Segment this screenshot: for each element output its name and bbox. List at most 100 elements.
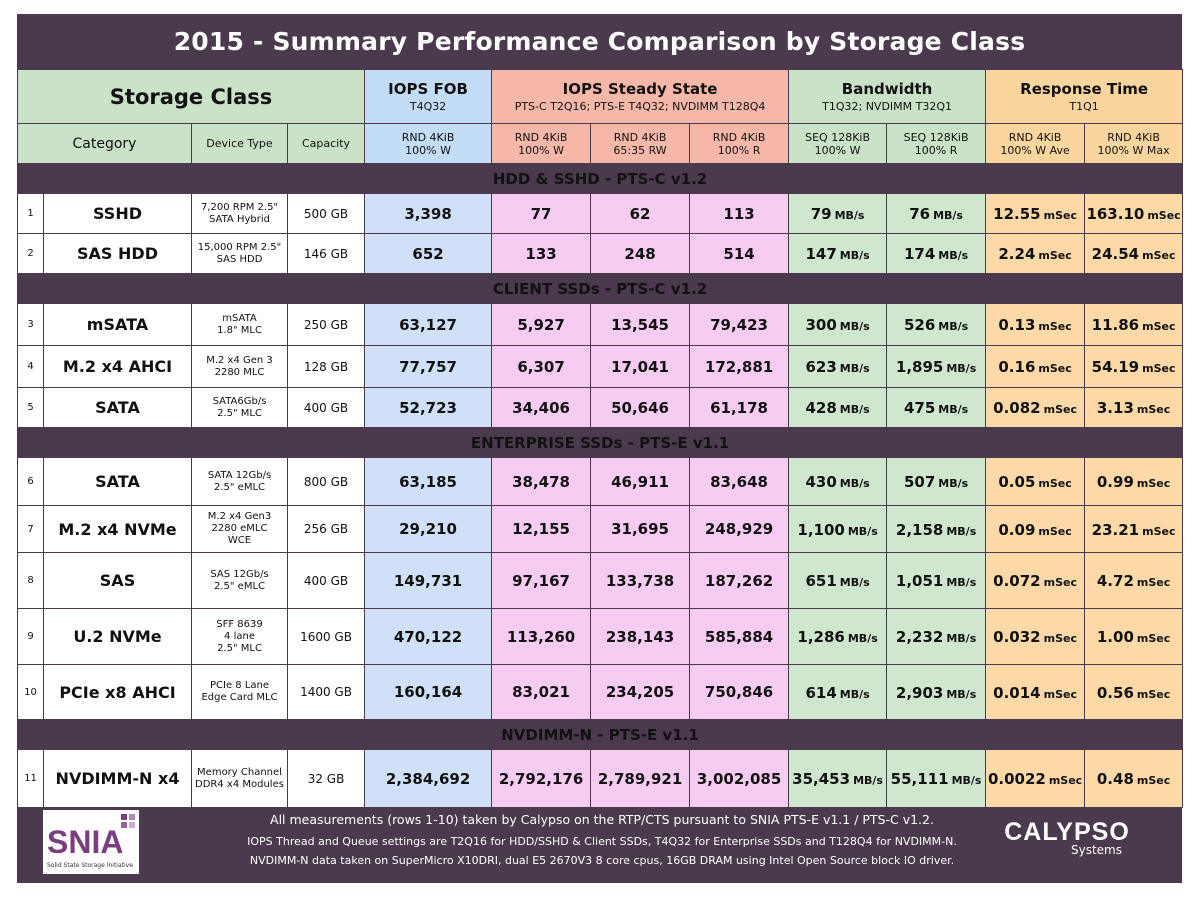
category-cell: mSATA [43, 303, 192, 346]
subcol-ss-read: RND 4KiB 100% R [689, 123, 790, 164]
bandwidth-write-cell-unit: MB/s [839, 249, 870, 262]
bandwidth-read-cell: 2,232 MB/s [886, 608, 987, 665]
bandwidth-read-cell-value: 174 [903, 245, 936, 263]
iops-ss-write-cell: 34,406 [491, 387, 592, 428]
device-type-line: SAS 12Gb/s [210, 568, 269, 580]
capacity-cell: 146 GB [286, 233, 366, 274]
iops-ss-mixed-cell: 31,695 [590, 505, 691, 553]
device-type-line: 2.5" eMLC [213, 580, 265, 592]
iops-ss-write-cell: 12,155 [491, 505, 592, 553]
capacity-cell: 400 GB [286, 387, 366, 428]
iops-ss-write-cell: 83,021 [491, 664, 592, 720]
iops-ss-mixed-cell: 238,143 [590, 608, 691, 665]
bandwidth-read-cell-unit: MB/s [938, 477, 969, 490]
iops-fob-cell: 470,122 [364, 608, 493, 665]
response-time-max-cell-value: 0.56 [1096, 683, 1134, 702]
bandwidth-write-cell: 651 MB/s [788, 552, 888, 609]
iops-ss-mixed-cell: 248 [590, 233, 691, 274]
iops-fob-cell: 652 [364, 233, 493, 274]
device-type-header: Device Type [191, 123, 288, 164]
capacity-cell: 1400 GB [286, 664, 366, 720]
bandwidth-title: Bandwidth [841, 80, 933, 98]
response-time-ave-cell: 0.13 mSec [985, 303, 1086, 346]
subcol-rt-max: RND 4KiB 100% W Max [1084, 123, 1184, 164]
response-time-max-cell-unit: mSec [1136, 403, 1171, 416]
iops-ss-write-cell: 6,307 [491, 345, 592, 388]
capacity-cell: 256 GB [286, 505, 366, 553]
storage-class-header: Storage Class [16, 69, 366, 124]
iops-ss-write-cell: 38,478 [491, 457, 592, 506]
bandwidth-read-cell: 475 MB/s [886, 387, 987, 428]
iops-ss-mixed-cell: 50,646 [590, 387, 691, 428]
device-type-line: SATA Hybrid [209, 213, 270, 225]
bandwidth-read-cell-value: 475 [903, 399, 936, 417]
response-time-max-cell-value: 163.10 [1086, 205, 1145, 223]
bandwidth-read-cell-unit: MB/s [946, 524, 977, 538]
bandwidth-write-cell-value: 1,100 [797, 520, 845, 539]
device-type-line: M.2 x4 Gen 3 [206, 354, 273, 366]
device-type-line: 2280 MLC [214, 366, 265, 378]
iops-fob-cell: 149,731 [364, 552, 493, 609]
bandwidth-write-cell: 623 MB/s [788, 345, 888, 388]
table-row: 9 U.2 NVMe SFF 8639 4 lane 2.5" MLC 1600 GB 47… [17, 608, 1184, 665]
iops-ss-read-cell: 83,648 [689, 457, 790, 506]
device-type-line: WCE [227, 535, 252, 546]
category-cell: SSHD [43, 193, 192, 234]
response-time-max-cell-value: 54.19 [1091, 358, 1140, 376]
category-cell: SAS HDD [43, 233, 192, 274]
category-cell: PCIe x8 AHCI [43, 664, 192, 720]
bandwidth-write-cell-value: 79 [810, 205, 832, 223]
bandwidth-read-cell-unit: MB/s [938, 320, 969, 333]
response-time-ave-cell: 0.09 mSec [985, 505, 1086, 553]
response-time-max-cell-unit: mSec [1136, 632, 1171, 645]
bandwidth-read-cell: 2,903 MB/s [886, 664, 987, 720]
iops-ss-read-cell: 172,881 [689, 345, 790, 388]
iops-ss-header: IOPS Steady State PTS-C T2Q16; PTS-E T4Q… [491, 69, 790, 124]
response-time-ave-cell-unit: mSec [1043, 632, 1077, 645]
bandwidth-read-cell-unit: MB/s [946, 632, 977, 645]
response-time-max-cell-value: 1.00 [1096, 628, 1134, 646]
bandwidth-read-cell: 2,158 MB/s [886, 505, 987, 553]
iops-ss-mixed-cell: 62 [590, 193, 691, 234]
bandwidth-read-cell-value: 2,232 [895, 628, 944, 646]
bandwidth-read-cell-value: 55,111 [890, 770, 949, 788]
iops-ss-write-cell: 77 [491, 193, 592, 234]
device-type-line: SATA6Gb/s [212, 395, 267, 407]
bandwidth-read-cell-value: 1,051 [895, 572, 944, 590]
row-number: 5 [17, 387, 44, 428]
response-time-ave-cell-value: 12.55 [993, 205, 1041, 223]
bandwidth-write-cell-value: 651 [805, 572, 837, 590]
device-type-cell: SATA 12Gb/s 2.5" eMLC [191, 457, 288, 506]
response-time-ave-cell: 0.05 mSec [985, 457, 1086, 506]
device-type-cell: Memory Channel DDR4 x4 Modules [191, 749, 288, 808]
row-number: 9 [17, 608, 44, 665]
bandwidth-write-cell: 428 MB/s [788, 387, 888, 428]
bandwidth-write-cell: 79 MB/s [788, 193, 888, 234]
device-type-line: 2.5" MLC [217, 407, 262, 419]
bandwidth-write-cell-unit: MB/s [839, 687, 870, 701]
storage-class-title: Storage Class [109, 84, 273, 109]
snia-logo-tagline: Solid State Storage Initiative [47, 862, 133, 869]
bandwidth-read-cell-value: 1,895 [895, 358, 944, 376]
bandwidth-write-cell-unit: MB/s [847, 524, 878, 538]
section-header-row: NVDIMM-N - PTS-E v1.1 [16, 719, 1184, 750]
capacity-cell: 250 GB [286, 303, 366, 346]
iops-ss-read-cell: 79,423 [689, 303, 790, 346]
iops-ss-read-cell: 187,262 [689, 552, 790, 609]
bandwidth-read-cell-unit: MB/s [946, 576, 977, 589]
bandwidth-read-cell-unit: MB/s [951, 774, 982, 787]
iops-ss-title: IOPS Steady State [562, 80, 718, 98]
response-time-ave-cell-unit: mSec [1043, 687, 1077, 701]
iops-ss-mixed-cell: 133,738 [590, 552, 691, 609]
bandwidth-write-cell-value: 428 [805, 399, 837, 417]
device-type-line: PCIe 8 Lane [209, 680, 270, 691]
calypso-logo-word: CALYPSO [1004, 818, 1130, 846]
section-title: HDD & SSHD - PTS-C v1.2 [16, 163, 1184, 194]
iops-ss-write-cell: 113,260 [491, 608, 592, 665]
capacity-header: Capacity [286, 123, 366, 164]
iops-fob-cell: 63,185 [364, 457, 493, 506]
device-type-line: 2.5" MLC [217, 642, 262, 654]
response-time-ave-cell-unit: mSec [1038, 524, 1072, 538]
response-time-max-cell: 0.56 mSec [1084, 664, 1184, 720]
iops-fob-cell: 160,164 [364, 664, 493, 720]
